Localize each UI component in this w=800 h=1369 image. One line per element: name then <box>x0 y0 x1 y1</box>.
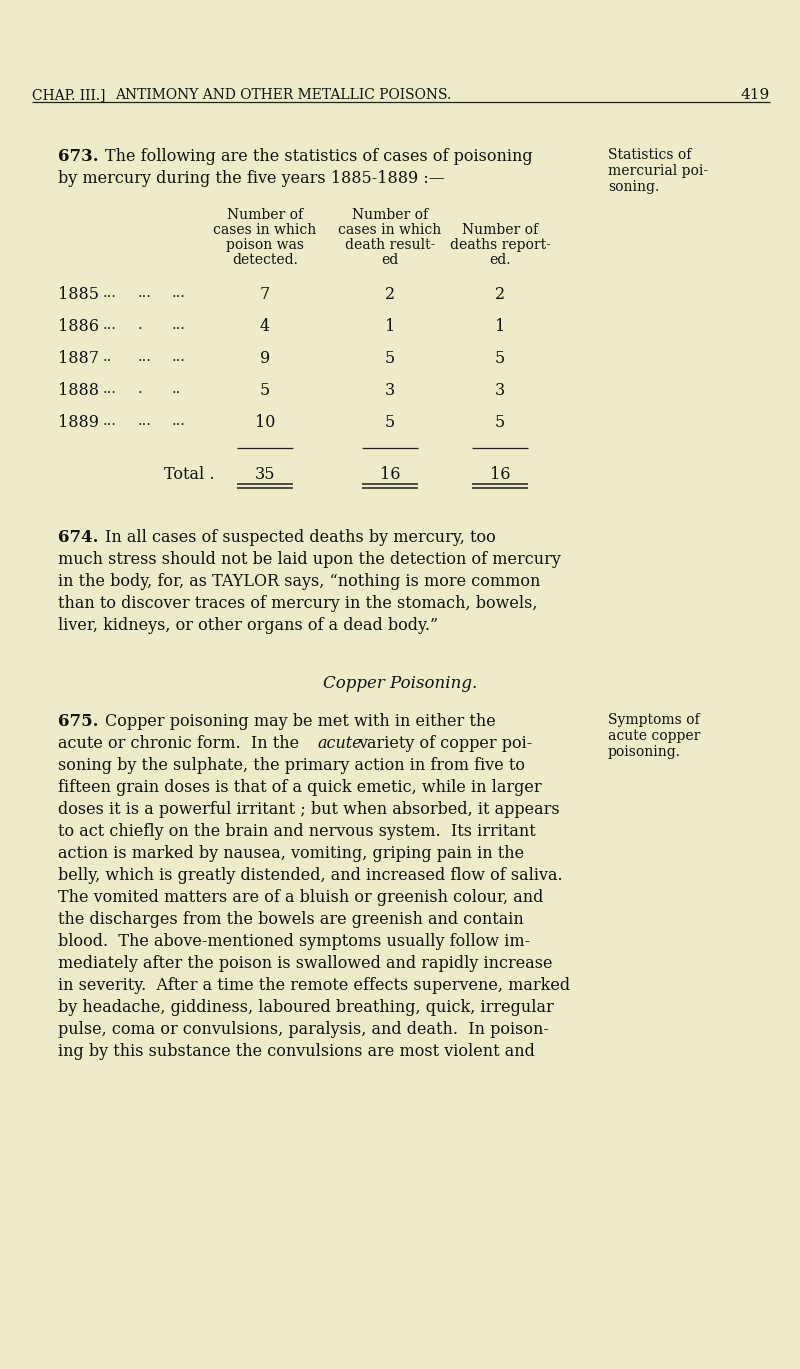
Text: 16: 16 <box>380 465 400 483</box>
Text: in the body, for, as TAYLOR says, “nothing is more common: in the body, for, as TAYLOR says, “nothi… <box>58 574 540 590</box>
Text: Number of: Number of <box>352 208 428 222</box>
Text: blood.  The above-mentioned symptoms usually follow im-: blood. The above-mentioned symptoms usua… <box>58 934 530 950</box>
Text: 4: 4 <box>260 318 270 335</box>
Text: 10: 10 <box>255 413 275 431</box>
Text: ...: ... <box>103 413 117 428</box>
Text: Number of: Number of <box>227 208 303 222</box>
Text: ...: ... <box>172 318 186 333</box>
Text: deaths report-: deaths report- <box>450 238 550 252</box>
Text: 5: 5 <box>385 413 395 431</box>
Text: than to discover traces of mercury in the stomach, bowels,: than to discover traces of mercury in th… <box>58 596 538 612</box>
Text: 5: 5 <box>495 350 505 367</box>
Text: Total .: Total . <box>165 465 215 483</box>
Text: 9: 9 <box>260 350 270 367</box>
Text: acute or chronic form.  In the: acute or chronic form. In the <box>58 735 304 752</box>
Text: detected.: detected. <box>232 253 298 267</box>
Text: ing by this substance the convulsions are most violent and: ing by this substance the convulsions ar… <box>58 1043 535 1060</box>
Text: ...: ... <box>138 350 152 364</box>
Text: ...: ... <box>103 382 117 396</box>
Text: cases in which: cases in which <box>214 223 317 237</box>
Text: Copper poisoning may be met with in either the: Copper poisoning may be met with in eith… <box>105 713 496 730</box>
Text: ...: ... <box>138 286 152 300</box>
Text: mercurial poi-: mercurial poi- <box>608 164 708 178</box>
Text: 674.: 674. <box>58 528 98 546</box>
Text: The following are the statistics of cases of poisoning: The following are the statistics of case… <box>105 148 533 166</box>
Text: 1889: 1889 <box>58 413 99 431</box>
Text: action is marked by nausea, vomiting, griping pain in the: action is marked by nausea, vomiting, gr… <box>58 845 524 862</box>
Text: ..: .. <box>172 382 182 396</box>
Text: belly, which is greatly distended, and increased flow of saliva.: belly, which is greatly distended, and i… <box>58 867 562 884</box>
Text: .: . <box>138 382 142 396</box>
Text: 1885: 1885 <box>58 286 99 303</box>
Text: 675.: 675. <box>58 713 98 730</box>
Text: poison was: poison was <box>226 238 304 252</box>
Text: poisoning.: poisoning. <box>608 745 681 758</box>
Text: 1886: 1886 <box>58 318 99 335</box>
Text: much stress should not be laid upon the detection of mercury: much stress should not be laid upon the … <box>58 550 561 568</box>
Text: death result-: death result- <box>345 238 435 252</box>
Text: acute copper: acute copper <box>608 730 700 743</box>
Text: the discharges from the bowels are greenish and contain: the discharges from the bowels are green… <box>58 910 524 928</box>
Text: ...: ... <box>172 286 186 300</box>
Text: In all cases of suspected deaths by mercury, too: In all cases of suspected deaths by merc… <box>105 528 496 546</box>
Text: 2: 2 <box>495 286 505 303</box>
Text: Symptoms of: Symptoms of <box>608 713 700 727</box>
Text: doses it is a powerful irritant ; but when absorbed, it appears: doses it is a powerful irritant ; but wh… <box>58 801 560 819</box>
Text: ...: ... <box>103 318 117 333</box>
Text: in severity.  After a time the remote effects supervene, marked: in severity. After a time the remote eff… <box>58 977 570 994</box>
Text: 2: 2 <box>385 286 395 303</box>
Text: Copper Poisoning.: Copper Poisoning. <box>323 675 477 691</box>
Text: 1: 1 <box>495 318 505 335</box>
Text: ..: .. <box>103 350 112 364</box>
Text: cases in which: cases in which <box>338 223 442 237</box>
Text: 7: 7 <box>260 286 270 303</box>
Text: fifteen grain doses is that of a quick emetic, while in larger: fifteen grain doses is that of a quick e… <box>58 779 542 795</box>
Text: The vomited matters are of a bluish or greenish colour, and: The vomited matters are of a bluish or g… <box>58 888 543 906</box>
Text: ed.: ed. <box>490 253 510 267</box>
Text: 673.: 673. <box>58 148 98 166</box>
Text: 1888: 1888 <box>58 382 99 398</box>
Text: by headache, giddiness, laboured breathing, quick, irregular: by headache, giddiness, laboured breathi… <box>58 999 554 1016</box>
Text: Number of: Number of <box>462 223 538 237</box>
Text: by mercury during the five years 1885-1889 :—: by mercury during the five years 1885-18… <box>58 170 445 188</box>
Text: 35: 35 <box>254 465 275 483</box>
Text: liver, kidneys, or other organs of a dead body.”: liver, kidneys, or other organs of a dea… <box>58 617 438 634</box>
Text: .: . <box>138 318 142 333</box>
Text: ...: ... <box>172 350 186 364</box>
Text: ...: ... <box>138 413 152 428</box>
Text: Statistics of: Statistics of <box>608 148 691 162</box>
Text: variety of copper poi-: variety of copper poi- <box>358 735 532 752</box>
Text: 5: 5 <box>385 350 395 367</box>
Text: acute: acute <box>317 735 362 752</box>
Text: CHAP. III.]: CHAP. III.] <box>32 88 106 103</box>
Text: 3: 3 <box>385 382 395 398</box>
Text: 1887: 1887 <box>58 350 99 367</box>
Text: ...: ... <box>172 413 186 428</box>
Text: pulse, coma or convulsions, paralysis, and death.  In poison-: pulse, coma or convulsions, paralysis, a… <box>58 1021 549 1038</box>
Text: soning by the sulphate, the primary action in from five to: soning by the sulphate, the primary acti… <box>58 757 525 773</box>
Text: mediately after the poison is swallowed and rapidly increase: mediately after the poison is swallowed … <box>58 956 553 972</box>
Text: 16: 16 <box>490 465 510 483</box>
Text: to act chiefly on the brain and nervous system.  Its irritant: to act chiefly on the brain and nervous … <box>58 823 536 841</box>
Text: ...: ... <box>103 286 117 300</box>
Text: 5: 5 <box>495 413 505 431</box>
Text: ANTIMONY AND OTHER METALLIC POISONS.: ANTIMONY AND OTHER METALLIC POISONS. <box>115 88 451 103</box>
Text: soning.: soning. <box>608 179 659 194</box>
Text: 419: 419 <box>741 88 770 103</box>
Text: ed: ed <box>382 253 398 267</box>
Text: 3: 3 <box>495 382 505 398</box>
Text: 5: 5 <box>260 382 270 398</box>
Text: 1: 1 <box>385 318 395 335</box>
